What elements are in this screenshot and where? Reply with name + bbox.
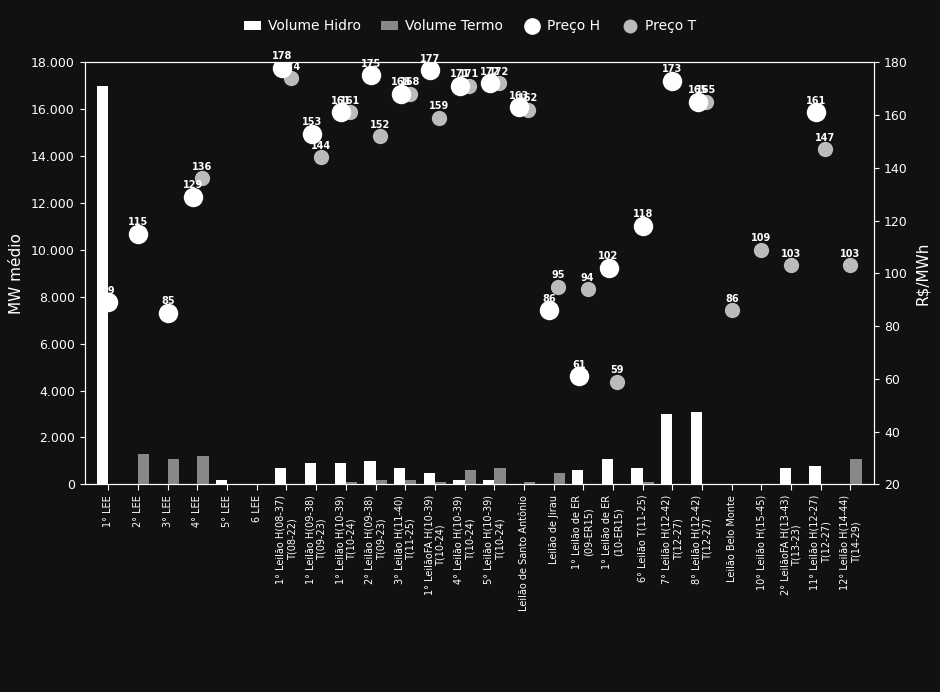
Text: 172: 172 [479,67,500,77]
Text: 159: 159 [430,101,449,111]
Bar [643,482,654,484]
Bar [572,471,584,484]
Text: 103: 103 [781,249,801,259]
Text: 103: 103 [840,249,861,259]
Bar [364,461,375,484]
Text: 118: 118 [633,209,653,219]
Bar [216,480,227,484]
Text: 59: 59 [611,365,624,375]
Text: 89: 89 [102,286,116,295]
Y-axis label: R$/MWh: R$/MWh [915,242,930,305]
Text: 136: 136 [192,162,212,172]
Bar [275,468,287,484]
Bar [97,86,108,484]
Bar [524,482,535,484]
Bar [851,459,862,484]
Text: 161: 161 [331,95,352,106]
Text: 174: 174 [281,62,301,71]
Bar [305,464,316,484]
Bar [375,480,386,484]
Text: 95: 95 [552,270,565,280]
Text: 129: 129 [182,180,203,190]
Bar [661,414,672,484]
Text: 172: 172 [489,67,509,77]
Bar [780,468,791,484]
Text: 144: 144 [310,140,331,151]
Text: 102: 102 [599,251,619,262]
Bar [138,454,149,484]
Text: 161: 161 [340,95,360,106]
Bar [197,456,209,484]
Text: 109: 109 [751,233,772,243]
Bar [453,480,464,484]
Bar [335,464,346,484]
Bar [494,468,506,484]
Text: 161: 161 [807,95,826,106]
Text: 86: 86 [542,293,556,304]
Bar [394,468,405,484]
Text: 115: 115 [128,217,149,227]
Text: 178: 178 [272,51,292,61]
Text: 171: 171 [450,69,470,80]
Text: 168: 168 [390,78,411,87]
Text: 177: 177 [420,53,441,64]
Text: 147: 147 [815,133,836,143]
Text: 153: 153 [302,117,321,127]
Text: 175: 175 [361,59,382,69]
Bar [435,482,446,484]
Text: 165: 165 [697,85,716,95]
Text: 85: 85 [161,296,175,307]
Y-axis label: MW médio: MW médio [9,233,24,313]
Text: 94: 94 [581,273,594,282]
Bar [424,473,435,484]
Bar [809,466,821,484]
Legend: Volume Hidro, Volume Termo, Preço H, Preço T: Volume Hidro, Volume Termo, Preço H, Pre… [239,14,701,39]
Bar [464,471,476,484]
Bar [554,473,565,484]
Text: 163: 163 [509,91,529,100]
Bar [691,412,702,484]
Bar [632,468,643,484]
Bar [167,459,179,484]
Text: 165: 165 [687,85,708,95]
Bar [602,459,613,484]
Bar [346,482,357,484]
Text: 173: 173 [662,64,682,74]
Bar [405,480,416,484]
Text: 86: 86 [725,293,739,304]
Text: 152: 152 [369,120,390,129]
Text: 162: 162 [518,93,539,103]
Bar [483,480,494,484]
Text: 61: 61 [572,360,586,370]
Text: 168: 168 [400,78,420,87]
Text: 171: 171 [459,69,479,80]
